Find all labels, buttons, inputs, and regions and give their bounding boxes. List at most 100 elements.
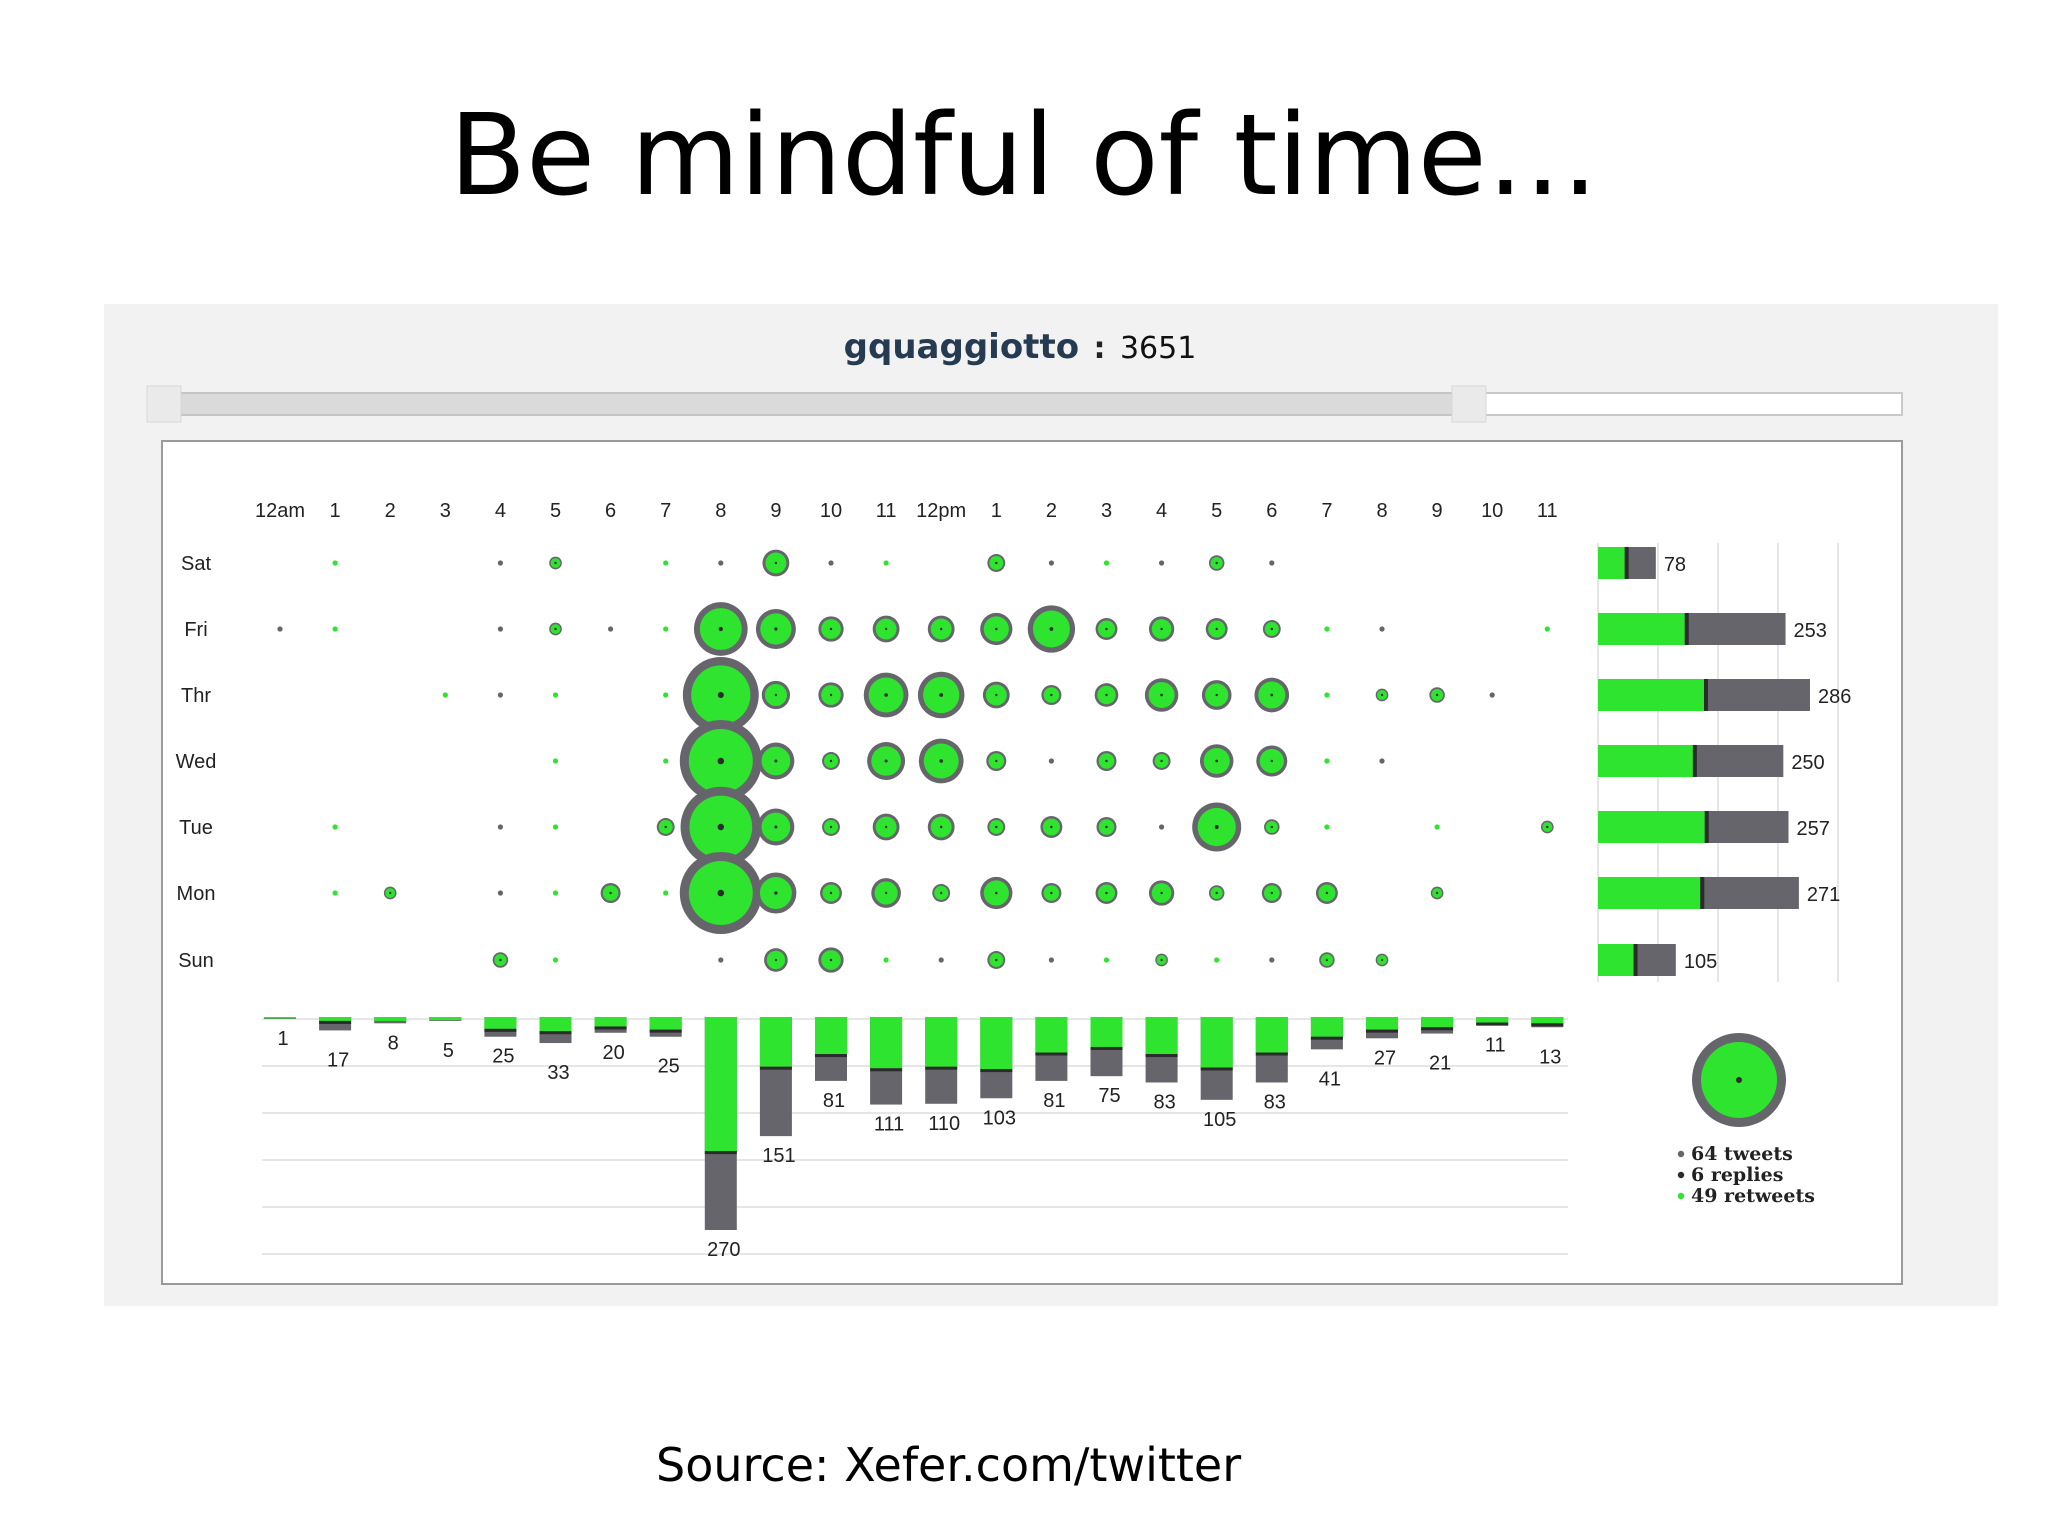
bubble-replies [774,561,778,565]
bubble-replies [829,958,833,962]
bubble-replies [1435,891,1439,895]
bubble-replies [1049,627,1054,631]
hour-label: 3 [1101,500,1112,522]
hour-bar-value: 75 [1098,1085,1120,1107]
bubble-replies [1105,693,1108,697]
hour-bar-replies [1200,1067,1233,1071]
bubble-tweets [1489,692,1495,698]
hour-bar-replies [1421,1027,1454,1031]
bubble-replies [389,891,392,895]
bubble-tweets [1048,560,1054,566]
hour-label: 9 [1432,500,1443,522]
bubble-tweets [1324,626,1330,632]
bubble-replies [774,627,778,631]
slider-selected-range[interactable] [171,392,1473,416]
day-bar-replies [1624,547,1629,579]
hour-bar-retweets [1090,1017,1123,1047]
bubble-replies [1160,627,1163,631]
day-label: Thr [181,685,211,707]
hour-bar-replies [539,1031,572,1035]
bubble-replies [995,627,998,631]
bubble-tweets [332,890,338,896]
hour-label: 5 [1211,500,1222,522]
bubble-tweets [608,626,614,632]
hour-label: 3 [440,500,451,522]
bubble-tweets [883,560,889,566]
bubble-replies [884,693,888,697]
day-bar-retweets [1598,679,1704,711]
bubble-tweets [663,758,669,764]
hour-bar-retweets [319,1017,352,1021]
hour-bar-retweets [815,1017,847,1055]
slide-title: Be mindful of time… [449,91,1599,221]
bubble-tweets [1379,758,1385,764]
bubble-replies [940,825,943,829]
header-title: gquaggiotto : 3651 [844,327,1197,367]
bubble-replies [1160,759,1163,763]
bubble-tweets [497,626,503,632]
bubble-replies [995,759,998,763]
hour-label: 5 [550,500,561,522]
hour-bar-value: 17 [327,1049,349,1071]
hour-bar-replies [1255,1052,1288,1056]
hour-label: 9 [770,500,781,522]
day-label: Sun [178,950,214,972]
hour-bar-retweets [1421,1017,1454,1028]
bubble-tweets [663,626,669,632]
bubble-replies [829,627,833,631]
day-bar-retweets [1598,811,1705,843]
hour-label: 7 [660,500,671,522]
bubble-replies [717,889,725,897]
bubble-replies [774,693,778,697]
bubble-replies [1270,627,1274,631]
hour-bar-retweets [1476,1017,1509,1023]
hour-bar-replies [1310,1036,1343,1040]
hour-bar-replies [1476,1022,1509,1026]
hour-bar-replies [1145,1054,1178,1058]
slider-handle-left[interactable] [146,385,182,423]
hour-bar-value: 81 [823,1090,845,1112]
hour-bar-replies [925,1066,958,1070]
bubble-replies [1050,891,1053,895]
slider-handle-right[interactable] [1451,385,1487,423]
bubble-tweets [332,626,338,632]
hour-label: 4 [1156,500,1167,522]
legend-marker [1677,1150,1685,1158]
legend-bubble-replies [1736,1077,1742,1083]
day-label: Sat [181,553,211,575]
hour-label: 12am [255,500,305,522]
bubble-replies [829,891,833,895]
time-range-slider[interactable] [146,385,1903,423]
hour-label: 2 [385,500,396,522]
hour-bar-value: 105 [1203,1109,1236,1131]
hour-bar-value: 83 [1264,1091,1286,1113]
hour-bar-value: 270 [707,1239,740,1261]
hour-bar-retweets [649,1017,682,1030]
day-bar-value: 257 [1797,818,1830,840]
bubble-tweets [1324,692,1330,698]
bubble-replies [884,891,888,895]
hour-bar-value: 27 [1374,1047,1396,1069]
bubble-replies [829,759,833,763]
bubble-replies [1215,693,1218,697]
bubble-tweets [718,560,724,566]
bubble-replies [1105,825,1108,829]
bubble-tweets [552,758,559,764]
bubble-tweets [497,692,503,698]
bubble-tweets [497,560,503,566]
hour-bar-retweets [980,1017,1013,1070]
bubble-replies [1270,759,1274,763]
bubble-replies [940,627,943,631]
day-label: Mon [177,883,216,905]
hour-label: 6 [605,500,616,522]
bubble-tweets [1324,824,1330,830]
bubble-replies [995,693,998,697]
bubble-replies [1215,561,1218,565]
bubble-replies [995,891,998,895]
bubble-tweets [1103,560,1110,566]
bubble-replies [829,825,833,829]
bubble-tweets [332,560,338,566]
bubble-replies [1435,693,1439,697]
hour-bar-value: 33 [547,1062,569,1084]
hour-bar-retweets [704,1017,737,1152]
